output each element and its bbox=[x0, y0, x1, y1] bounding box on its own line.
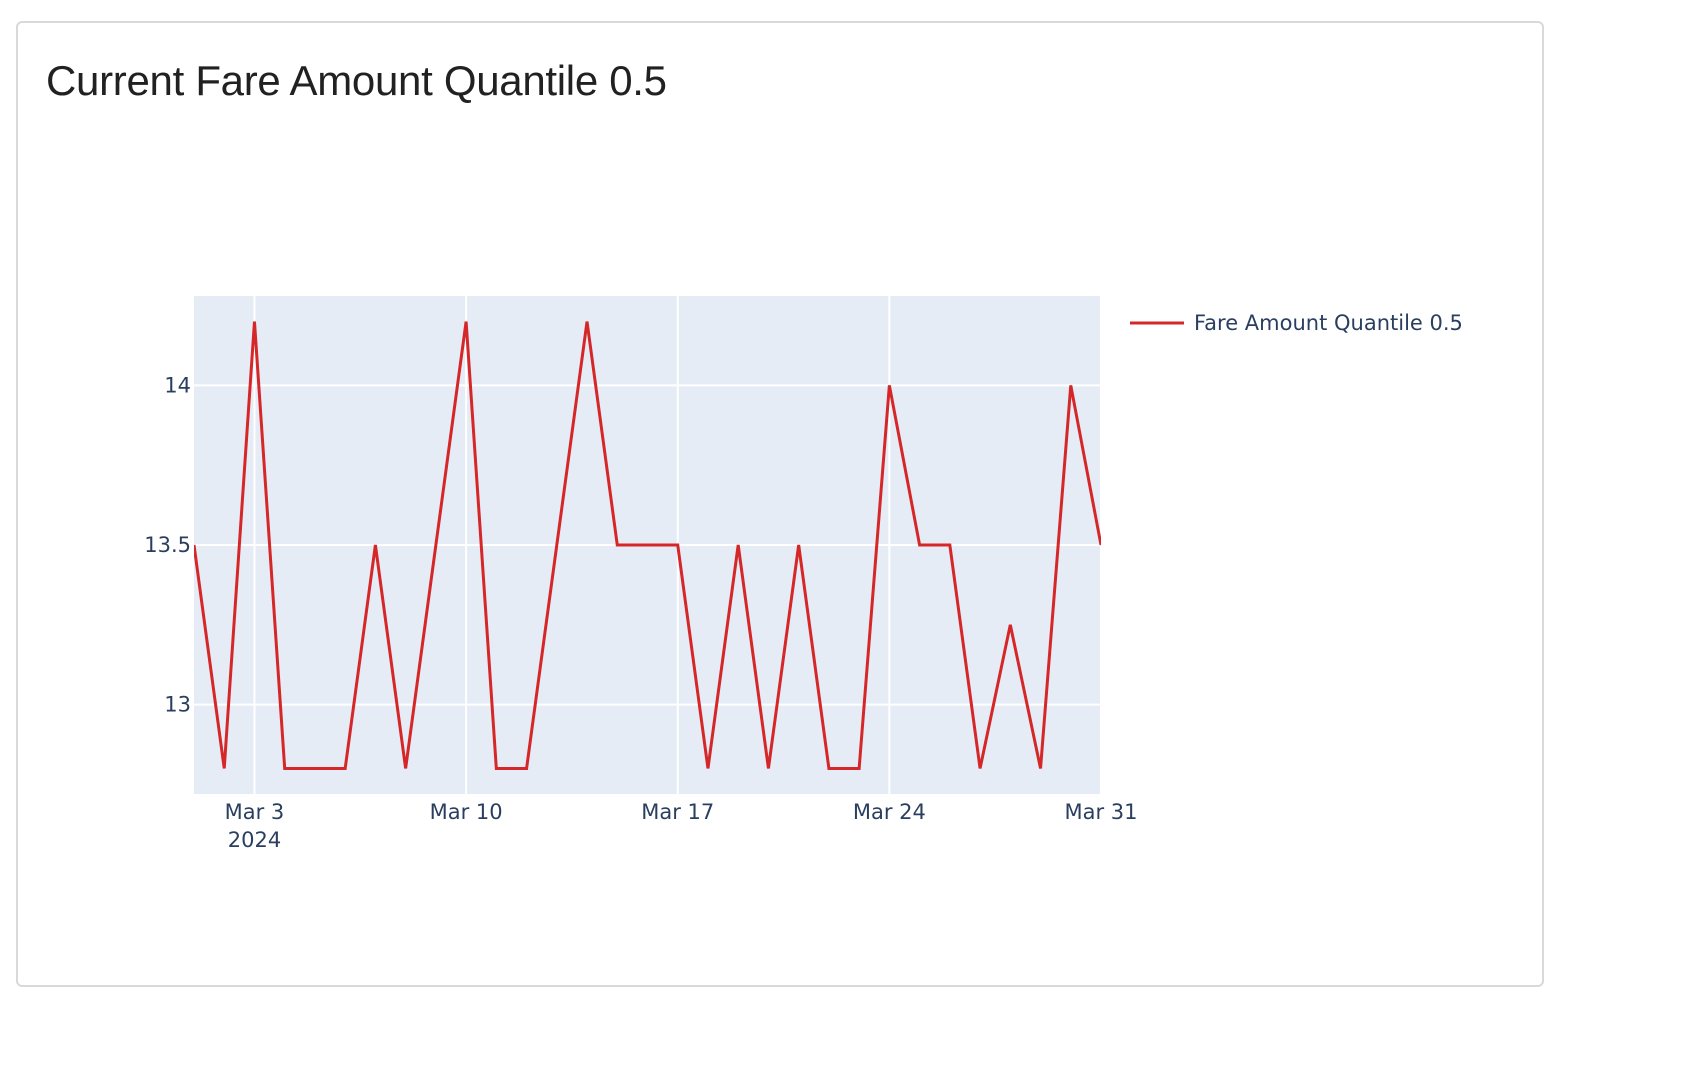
x-tick-label: Mar 10 bbox=[430, 800, 503, 824]
x-tick-label: Mar 17 bbox=[641, 800, 714, 824]
x-tick-label: Mar 31 bbox=[1064, 800, 1137, 824]
y-tick-label: 13 bbox=[164, 693, 191, 717]
y-tick-label: 13.5 bbox=[144, 533, 191, 557]
card-title: Current Fare Amount Quantile 0.5 bbox=[46, 57, 667, 104]
x-tick-label: Mar 3 bbox=[225, 800, 285, 824]
x-tick-label: Mar 24 bbox=[853, 800, 926, 824]
y-tick-label: 14 bbox=[164, 373, 191, 397]
legend-label[interactable]: Fare Amount Quantile 0.5 bbox=[1194, 311, 1463, 335]
legend[interactable]: Fare Amount Quantile 0.5 bbox=[1130, 311, 1463, 335]
series-layer bbox=[194, 321, 1101, 770]
x-tick-year-label: 2024 bbox=[228, 828, 281, 852]
series-line-0[interactable] bbox=[194, 321, 1101, 770]
axis-ticks: Mar 3 2024 Mar 10 Mar 17 Mar 24 Mar 31 13 13.5 1… bbox=[144, 373, 1137, 852]
